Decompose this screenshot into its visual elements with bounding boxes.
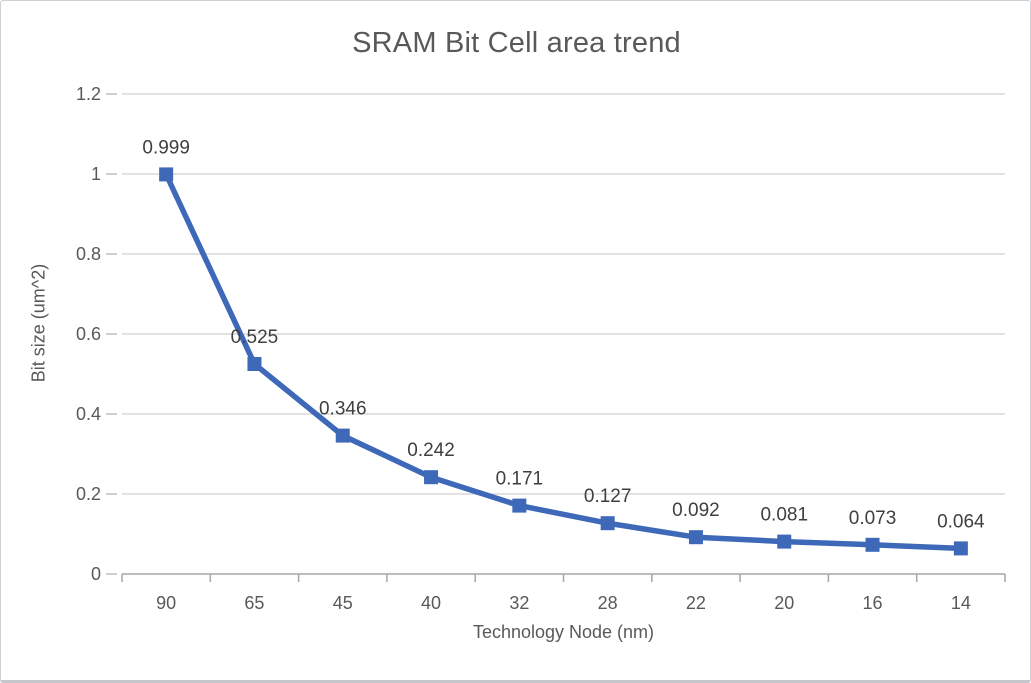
x-tick-label: 16 xyxy=(863,593,883,613)
data-point-label: 0.171 xyxy=(496,469,544,490)
data-point-label: 0.092 xyxy=(672,500,720,521)
x-tick-label: 40 xyxy=(421,593,441,613)
x-axis-title: Technology Node (nm) xyxy=(472,622,655,642)
y-tick-label: 0 xyxy=(91,564,101,584)
data-point-label: 0.346 xyxy=(319,399,367,420)
x-tick-label: 32 xyxy=(509,593,529,613)
x-tick-label: 45 xyxy=(333,593,353,613)
data-point-marker xyxy=(335,428,350,443)
x-tick-label: 20 xyxy=(774,593,794,613)
data-point-marker xyxy=(600,516,615,531)
data-point-label: 0.064 xyxy=(937,511,985,532)
chart-title: SRAM Bit Cell area trend xyxy=(352,27,681,59)
x-tick-label: 28 xyxy=(598,593,618,613)
y-tick-label: 1 xyxy=(91,164,101,184)
data-point-label: 0.081 xyxy=(760,505,808,526)
data-point-label: 0.127 xyxy=(584,486,632,507)
data-point-marker xyxy=(688,530,703,545)
x-tick-label: 22 xyxy=(686,593,706,613)
data-point-marker xyxy=(159,167,174,182)
x-tick-label: 65 xyxy=(244,593,264,613)
data-point-marker xyxy=(777,534,792,549)
y-tick-label: 1.2 xyxy=(76,84,101,104)
x-tick-label: 90 xyxy=(156,593,176,613)
data-point-marker xyxy=(247,357,262,371)
y-tick-label: 0.4 xyxy=(76,404,101,424)
x-tick-label: 14 xyxy=(951,593,971,613)
data-point-marker xyxy=(865,537,880,552)
trend-line xyxy=(163,171,964,552)
data-point-marker xyxy=(512,498,527,513)
data-point-label: 0.999 xyxy=(142,137,190,158)
data-point-label: 0.525 xyxy=(231,327,279,348)
y-tick-label: 0.6 xyxy=(76,324,101,344)
data-point-marker xyxy=(424,470,439,485)
data-point-marker xyxy=(953,541,968,556)
y-tick-label: 0.8 xyxy=(76,244,101,264)
y-tick-label: 0.2 xyxy=(76,484,101,504)
data-point-label: 0.073 xyxy=(849,508,897,529)
data-point-label: 0.242 xyxy=(407,440,455,461)
